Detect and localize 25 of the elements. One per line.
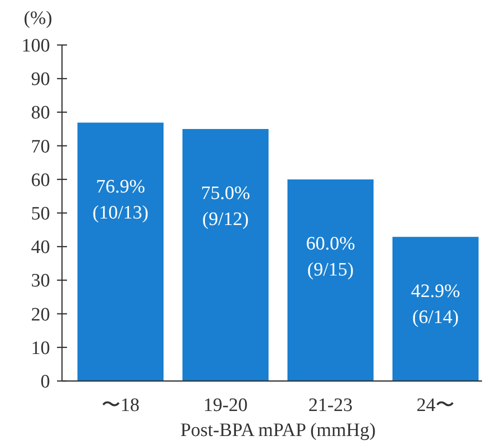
y-tick-label: 30 bbox=[31, 270, 50, 292]
x-tick-label: 19-20 bbox=[203, 395, 248, 416]
data-label: 60.0% (9/15) bbox=[306, 233, 356, 280]
y-tick-label: 50 bbox=[31, 204, 50, 224]
data-label: 75.0% (9/12) bbox=[200, 183, 250, 230]
y-tick-label: 10 bbox=[31, 338, 50, 359]
x-tick-label: 21-23 bbox=[308, 395, 353, 416]
y-axis-title: (%) bbox=[24, 8, 52, 29]
y-tick-label: 70 bbox=[31, 136, 50, 158]
bar bbox=[287, 179, 374, 381]
y-tick-label: 60 bbox=[31, 170, 50, 191]
y-tick-label: 0 bbox=[40, 372, 50, 392]
y-tick-label: 20 bbox=[31, 304, 50, 326]
bar bbox=[77, 122, 164, 381]
data-label: 42.9% (6/14) bbox=[410, 280, 460, 328]
bar bbox=[182, 129, 269, 381]
x-tick-label: 〜18 bbox=[102, 395, 140, 416]
y-tick-label: 100 bbox=[22, 36, 50, 56]
x-axis-title: Post-BPA mPAP (mmHg) bbox=[180, 420, 376, 441]
y-tick-label: 80 bbox=[31, 102, 50, 124]
x-tick-label: 24〜 bbox=[416, 395, 454, 416]
bar bbox=[392, 236, 479, 381]
y-tick-label: 90 bbox=[31, 69, 50, 90]
data-label: 76.9% (10/13) bbox=[92, 176, 148, 224]
y-tick-label: 40 bbox=[31, 237, 50, 258]
